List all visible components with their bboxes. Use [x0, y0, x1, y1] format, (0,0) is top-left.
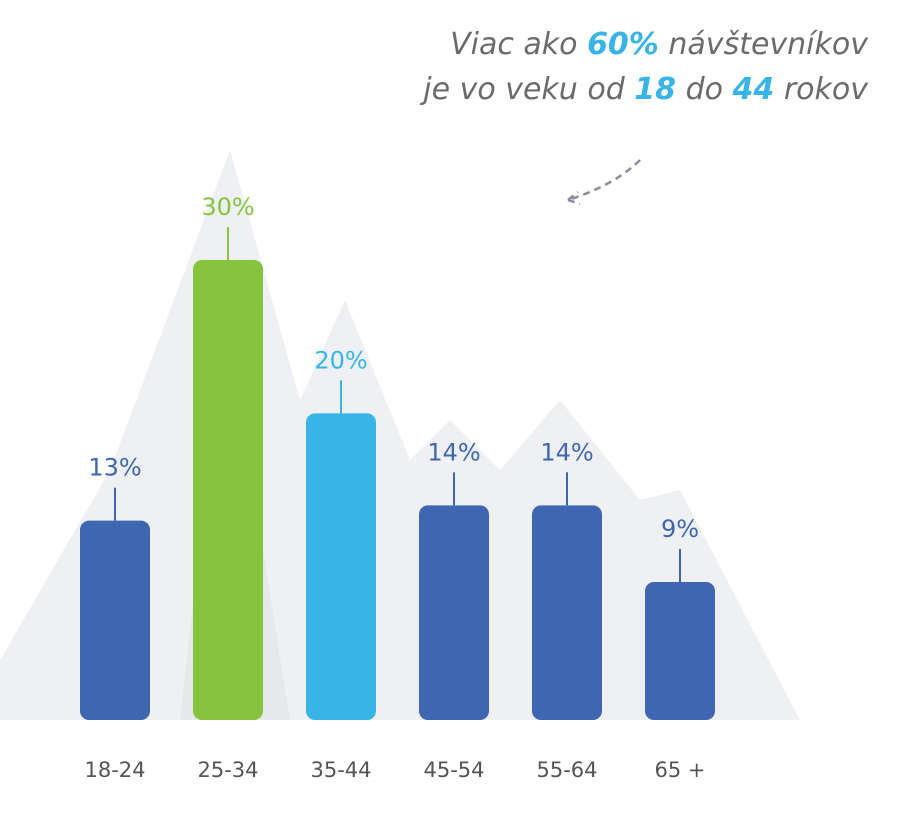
annotation-text: je vo veku od: [419, 72, 634, 107]
category-label: 18-24: [84, 758, 145, 782]
annotation-line: je vo veku od 18 do 44 rokov: [419, 72, 869, 107]
bar: [306, 413, 376, 720]
category-label: 65 +: [655, 758, 706, 782]
bar: [193, 260, 263, 720]
annotation-text: rokov: [774, 72, 869, 107]
category-label: 45-54: [423, 758, 484, 782]
annotation-highlight: 18: [634, 72, 676, 107]
annotation-text: návštevníkov: [659, 27, 869, 62]
value-label: 30%: [201, 193, 254, 221]
bar: [645, 582, 715, 720]
annotation-highlight: 60%: [587, 27, 659, 62]
category-label: 25-34: [197, 758, 258, 782]
annotation-text: do: [676, 72, 732, 107]
annotation-line: Viac ako 60% návštevníkov: [450, 27, 869, 62]
bar: [532, 505, 602, 720]
value-label: 13%: [88, 454, 141, 482]
annotation-text: Viac ako: [450, 27, 587, 62]
value-label: 14%: [427, 438, 480, 466]
value-label: 9%: [661, 515, 699, 543]
annotation-arrow: [567, 159, 641, 206]
category-label: 35-44: [310, 758, 371, 782]
category-label: 55-64: [536, 758, 597, 782]
bars: 13% 18-24 30% 25-34 20% 35-44 14% 45-54 14% 55-64…: [80, 193, 715, 782]
bar: [419, 505, 489, 720]
annotation-highlight: 44: [732, 72, 775, 107]
value-label: 14%: [540, 438, 593, 466]
bar: [80, 520, 150, 720]
value-label: 20%: [314, 346, 367, 374]
annotation: Viac ako 60% návštevníkov je vo veku od 1…: [419, 27, 869, 107]
